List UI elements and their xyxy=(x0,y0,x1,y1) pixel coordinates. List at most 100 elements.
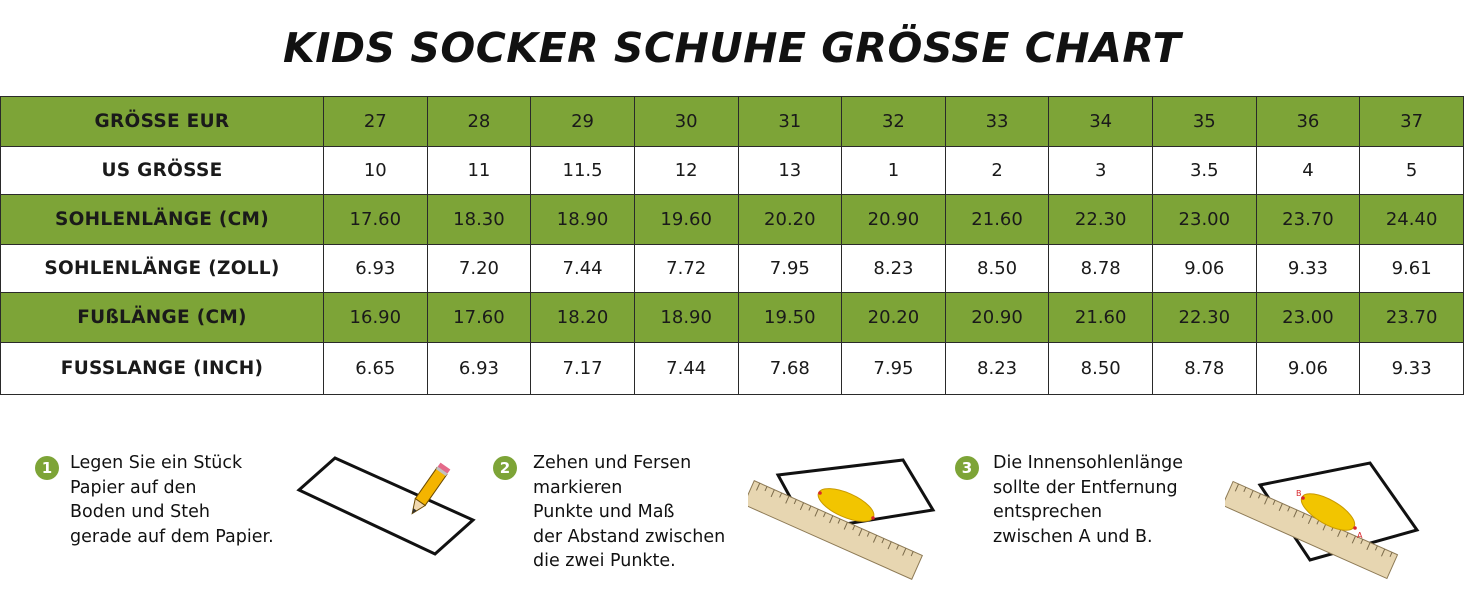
step-3-line: sollte der Entfernung xyxy=(993,477,1178,498)
table-cell: 18.30 xyxy=(426,194,532,245)
row-header: FUSSLANGE (INCH) xyxy=(0,342,324,395)
table-cell: 9.61 xyxy=(1359,244,1464,293)
table-cell: 35 xyxy=(1152,96,1257,147)
table-cell: 23.70 xyxy=(1359,292,1464,343)
table-cell: 7.44 xyxy=(633,342,739,395)
table-cell: 11 xyxy=(426,146,532,195)
marker-b-label: B xyxy=(1296,489,1302,498)
table-row: SOHLENLÄNGE (CM) 17.60 18.30 18.90 19.60 20.2… xyxy=(0,194,1464,245)
table-cell: 8.50 xyxy=(1048,342,1153,395)
step-2-instructions: Zehen und Fersen markieren Punkte und Ma… xyxy=(533,451,725,574)
table-cell: 19.50 xyxy=(737,292,843,343)
table-cell: 8.78 xyxy=(1048,244,1153,293)
table-cell: 7.72 xyxy=(633,244,739,293)
step-2-line: die zwei Punkte. xyxy=(533,551,676,571)
table-cell: 23.00 xyxy=(1255,292,1361,343)
table-cell: 22.30 xyxy=(1152,292,1257,343)
table-cell: 7.68 xyxy=(737,342,843,395)
table-cell: 11.5 xyxy=(530,146,635,195)
table-cell: 36 xyxy=(1255,96,1361,147)
row-header: SOHLENLÄNGE (ZOLL) xyxy=(0,244,324,293)
step-3-instructions: Die Innensohlenlänge sollte der Entfernu… xyxy=(993,451,1183,549)
table-cell: 21.60 xyxy=(1048,292,1153,343)
table-cell: 6.93 xyxy=(323,244,428,293)
row-header: SOHLENLÄNGE (CM) xyxy=(0,194,324,245)
table-cell: 16.90 xyxy=(323,292,428,343)
table-row: FUSSLANGE (INCH) 6.65 6.93 7.17 7.44 7.68 7.95… xyxy=(0,342,1464,395)
table-cell: 21.60 xyxy=(944,194,1050,245)
table-row: FUßLÄNGE (CM) 16.90 17.60 18.20 18.90 19.50 20… xyxy=(0,292,1464,343)
table-cell: 29 xyxy=(530,96,635,147)
step-2-line: der Abstand zwischen xyxy=(533,526,726,547)
step-3-line: Die Innensohlenlänge xyxy=(993,453,1184,473)
marker-a-label: A xyxy=(1357,531,1363,540)
table-cell: 8.23 xyxy=(841,244,946,293)
table-cell: 8.23 xyxy=(944,342,1050,395)
step-1-line: Boden und Steh xyxy=(70,502,210,522)
table-cell: 22.30 xyxy=(1048,194,1153,245)
table-cell: 2 xyxy=(944,146,1050,195)
row-header: GRÖSSE EUR xyxy=(0,96,324,147)
step-1-line: Legen Sie ein Stück xyxy=(70,453,243,473)
chart-title: KIDS SOCKER SCHUHE GRÖSSE CHART xyxy=(282,24,1182,72)
table-cell: 7.20 xyxy=(426,244,532,293)
table-cell: 28 xyxy=(426,96,532,147)
table-cell: 23.00 xyxy=(1152,194,1257,245)
table-row: US GRÖSSE 10 11 11.5 12 13 1 2 3 3.5 4 5 xyxy=(0,146,1464,195)
table-cell: 9.06 xyxy=(1255,342,1361,395)
step-1-line: Papier auf den xyxy=(70,477,197,498)
table-cell: 4 xyxy=(1255,146,1361,195)
table-cell: 3.5 xyxy=(1152,146,1257,195)
ruler-footprint-icon xyxy=(748,458,936,580)
table-row: GRÖSSE EUR 27 28 29 30 31 32 33 34 35 36 37 xyxy=(0,96,1464,147)
step-2-line: markieren xyxy=(533,477,623,498)
table-cell: 18.90 xyxy=(530,194,635,245)
table-cell: 7.44 xyxy=(530,244,635,293)
table-cell: 9.06 xyxy=(1152,244,1257,293)
step-1-number-badge: 1 xyxy=(35,456,59,480)
table-cell: 9.33 xyxy=(1359,342,1464,395)
table-cell: 37 xyxy=(1359,96,1464,147)
table-cell: 7.95 xyxy=(737,244,843,293)
table-cell: 20.90 xyxy=(841,194,946,245)
table-cell: 18.90 xyxy=(633,292,739,343)
ruler-footprint-ab-icon: B A xyxy=(1225,461,1420,580)
row-header: FUßLÄNGE (CM) xyxy=(0,292,324,343)
step-3-line: entsprechen xyxy=(993,502,1103,522)
table-cell: 27 xyxy=(323,96,428,147)
pencil-on-paper-icon xyxy=(296,456,476,556)
table-cell: 1 xyxy=(841,146,946,195)
table-cell: 17.60 xyxy=(323,194,428,245)
table-cell: 19.60 xyxy=(633,194,739,245)
table-cell: 12 xyxy=(633,146,739,195)
table-cell: 10 xyxy=(323,146,428,195)
table-cell: 33 xyxy=(944,96,1050,147)
table-cell: 7.95 xyxy=(841,342,946,395)
table-cell: 13 xyxy=(737,146,843,195)
step-1-line: gerade auf dem Papier. xyxy=(70,526,274,547)
table-cell: 17.60 xyxy=(426,292,532,343)
step-3-number-badge: 3 xyxy=(955,456,979,480)
table-cell: 8.78 xyxy=(1152,342,1257,395)
step-2-number-badge: 2 xyxy=(493,456,517,480)
table-row: SOHLENLÄNGE (ZOLL) 6.93 7.20 7.44 7.72 7.95 8.… xyxy=(0,244,1464,293)
step-3-line: zwischen A und B. xyxy=(993,526,1153,547)
table-cell: 6.93 xyxy=(426,342,532,395)
step-2-line: Zehen und Fersen xyxy=(533,453,692,473)
table-cell: 30 xyxy=(633,96,739,147)
table-cell: 24.40 xyxy=(1359,194,1464,245)
table-cell: 20.20 xyxy=(737,194,843,245)
table-cell: 3 xyxy=(1048,146,1153,195)
table-cell: 20.90 xyxy=(944,292,1050,343)
table-cell: 6.65 xyxy=(323,342,428,395)
size-chart-table: GRÖSSE EUR 27 28 29 30 31 32 33 34 35 36 37 US GRÖSS… xyxy=(0,96,1464,395)
table-cell: 32 xyxy=(841,96,946,147)
table-cell: 8.50 xyxy=(944,244,1050,293)
row-header: US GRÖSSE xyxy=(0,146,324,195)
table-cell: 20.20 xyxy=(841,292,946,343)
step-1-instructions: Legen Sie ein Stück Papier auf den Boden… xyxy=(70,451,274,549)
table-cell: 9.33 xyxy=(1255,244,1361,293)
table-cell: 18.20 xyxy=(530,292,635,343)
table-cell: 23.70 xyxy=(1255,194,1361,245)
step-2-line: Punkte und Maß xyxy=(533,502,675,522)
